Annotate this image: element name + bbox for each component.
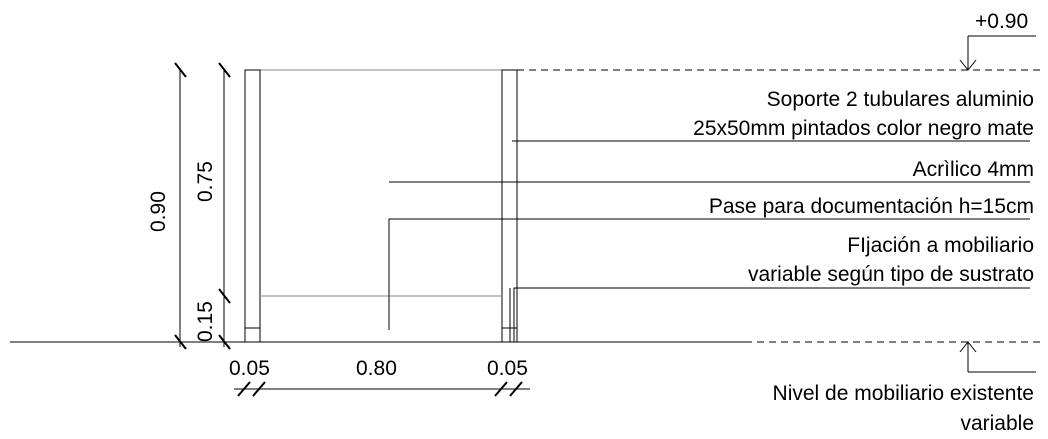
base-level-label-line1: Nivel de mobiliario existente [773,382,1034,405]
dimension-horizontal [234,381,530,397]
fixing-leader [513,287,1030,342]
base-level-marker [959,341,1036,373]
support-label-line1: Soporte 2 tubulares aluminio [767,88,1034,111]
dimension-split-height [218,62,231,350]
left-post-width-label: 0.05 [229,357,270,380]
left-post [244,69,261,343]
top-level-label: +0.90 [975,10,1028,33]
base-level-label-line2: variable [960,412,1034,435]
total-height-label: 0.90 [147,191,170,232]
dimension-total-height [174,62,187,350]
acrylic-label: Acrìlico 4mm [913,158,1034,181]
lower-height-label: 0.15 [194,301,217,342]
right-post [501,69,518,343]
support-label-line2: 25x50mm pintados color negro mate [693,117,1034,140]
right-post-width-label: 0.05 [487,357,528,380]
fixing-label-line2: variable según tipo de sustrato [748,263,1034,286]
pass-through-label: Pase para documentación h=15cm [709,195,1034,218]
pass-through-leader [388,218,1030,330]
span-width-label: 0.80 [356,357,397,380]
fixing-label-line1: FIjación a mobiliario [847,234,1034,257]
top-level-marker [959,35,1036,71]
upper-height-label: 0.75 [194,161,217,202]
